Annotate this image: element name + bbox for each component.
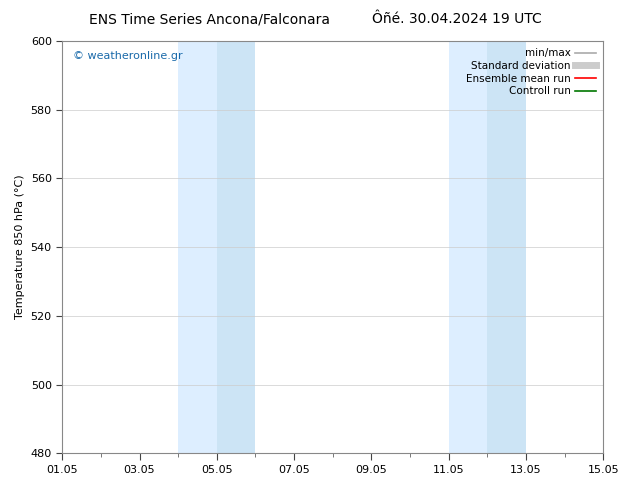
Legend: min/max, Standard deviation, Ensemble mean run, Controll run: min/max, Standard deviation, Ensemble me… — [464, 46, 598, 98]
Bar — [488, 41, 526, 453]
Text: © weatheronline.gr: © weatheronline.gr — [73, 51, 183, 61]
Bar — [217, 41, 256, 453]
Text: Ôñé. 30.04.2024 19 UTC: Ôñé. 30.04.2024 19 UTC — [372, 12, 541, 26]
Bar — [178, 41, 217, 453]
Text: ENS Time Series Ancona/Falconara: ENS Time Series Ancona/Falconara — [89, 12, 330, 26]
Y-axis label: Temperature 850 hPa (°C): Temperature 850 hPa (°C) — [15, 175, 25, 319]
Bar — [449, 41, 488, 453]
